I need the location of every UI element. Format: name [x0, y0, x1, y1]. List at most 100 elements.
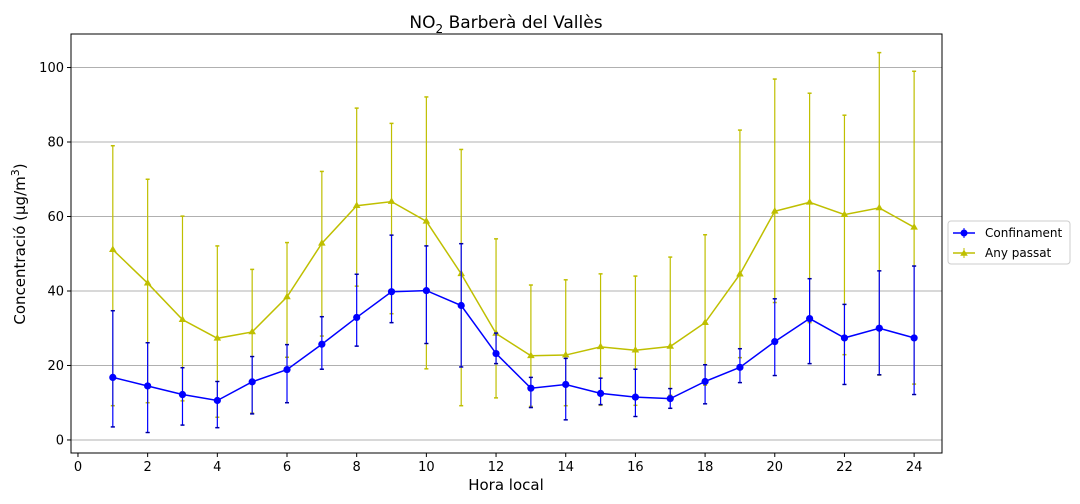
data-point-confinament-9 [387, 288, 396, 296]
data-point-any-passat-16 [631, 346, 640, 353]
errorbar-confinament-1 [110, 309, 115, 428]
errorbar-confinament-6 [285, 343, 290, 404]
data-point-confinament-12 [492, 349, 500, 358]
errorbar-any-passat-8 [354, 107, 359, 287]
data-point-any-passat-24 [910, 223, 918, 230]
errorbar-any-passat-18 [703, 233, 708, 386]
data-point-confinament-20 [771, 338, 779, 346]
legend-item-any-passat: Any passat [953, 246, 1052, 260]
errorbar-confinament-10 [424, 245, 429, 345]
x-tick-label-14: 14 [557, 460, 574, 475]
legend-item-confinament: Confinament [953, 226, 1063, 240]
plot-area-frame [70, 33, 943, 454]
data-point-confinament-1 [109, 373, 117, 381]
data-point-any-passat-1 [109, 245, 117, 252]
data-point-confinament-8 [353, 313, 361, 322]
data-point-any-passat-6 [283, 292, 291, 300]
data-point-any-passat-20 [770, 207, 779, 214]
x-tick-label-6: 6 [283, 460, 291, 475]
errorbar-confinament-24 [912, 265, 917, 396]
errorbar-confinament-16 [633, 368, 638, 418]
data-point-any-passat-2 [143, 278, 152, 286]
x-tick-label-10: 10 [418, 460, 435, 475]
errorbar-any-passat-7 [319, 170, 324, 337]
chart-title: NO2 Barberà del Vallès [409, 13, 602, 36]
data-point-any-passat-5 [248, 327, 256, 335]
data-point-confinament-6 [283, 365, 291, 374]
errorbar-confinament-12 [494, 332, 499, 365]
data-point-any-passat-21 [805, 198, 814, 205]
x-tick-label-18: 18 [697, 460, 714, 475]
data-point-any-passat-15 [596, 342, 605, 350]
y-axis-ticks: 0 20 40 60 80 100 [39, 61, 71, 448]
data-point-confinament-24 [910, 334, 918, 342]
data-point-confinament-2 [144, 382, 152, 390]
x-tick-label-20: 20 [766, 460, 783, 475]
series-layer [109, 51, 918, 434]
data-point-confinament-19 [736, 363, 744, 371]
data-point-confinament-21 [806, 314, 814, 323]
errorbar-any-passat-20 [772, 78, 777, 304]
x-axis-ticks: 0 2 4 6 8 10 12 14 16 18 20 22 24 [74, 453, 923, 475]
data-point-any-passat-23 [875, 203, 884, 211]
legend-marker-confinament [960, 229, 968, 237]
data-point-confinament-22 [840, 334, 849, 342]
y-axis-title: Concentració (µg/m3) [9, 163, 29, 324]
data-point-any-passat-4 [213, 334, 222, 341]
x-tick-label-4: 4 [213, 460, 221, 475]
x-tick-label-2: 2 [144, 460, 152, 475]
data-point-any-passat-17 [666, 342, 675, 349]
errorbar-confinament-23 [877, 270, 882, 376]
x-tick-label-22: 22 [836, 460, 853, 475]
data-point-confinament-16 [631, 393, 640, 401]
grid-lines [71, 67, 942, 441]
x-tick-label-8: 8 [353, 460, 361, 475]
y-tick-label-0: 0 [56, 433, 64, 448]
data-point-confinament-5 [248, 378, 256, 386]
data-point-confinament-18 [701, 377, 709, 386]
legend-marker-any-passat [960, 249, 968, 256]
y-tick-label-60: 60 [47, 210, 64, 225]
errorbar-confinament-8 [354, 273, 359, 347]
data-point-any-passat-7 [318, 239, 326, 246]
errorbar-confinament-13 [528, 376, 533, 409]
errorbar-confinament-4 [215, 380, 220, 429]
data-point-confinament-23 [875, 324, 883, 332]
data-point-any-passat-10 [422, 217, 431, 224]
errorbar-any-passat-17 [668, 256, 673, 397]
data-point-any-passat-19 [736, 270, 744, 277]
x-axis-title: Hora local [468, 476, 544, 494]
y-tick-label-100: 100 [39, 61, 64, 76]
x-tick-label-0: 0 [74, 460, 82, 475]
x-tick-label-16: 16 [627, 460, 644, 475]
y-tick-label-20: 20 [47, 359, 64, 374]
data-point-confinament-4 [213, 396, 221, 405]
errorbar-any-passat-6 [285, 241, 290, 359]
data-point-confinament-3 [178, 390, 187, 399]
legend-box [947, 220, 1071, 265]
legend-label-any-passat: Any passat [985, 246, 1052, 260]
x-tick-label-24: 24 [906, 460, 923, 475]
data-point-any-passat-9 [387, 197, 396, 204]
series-line-any-passat [112, 200, 915, 357]
data-point-any-passat-13 [527, 351, 535, 359]
data-point-confinament-14 [562, 380, 570, 389]
errorbar-confinament-20 [772, 298, 777, 377]
data-point-any-passat-22 [840, 210, 849, 217]
y-tick-label-40: 40 [47, 284, 64, 299]
x-tick-label-12: 12 [488, 460, 505, 475]
data-point-any-passat-8 [352, 201, 361, 209]
data-point-any-passat-14 [561, 350, 570, 358]
errorbar-confinament-9 [389, 234, 394, 324]
series-line-confinament [112, 289, 915, 402]
data-point-confinament-13 [527, 384, 535, 392]
data-point-confinament-11 [457, 301, 465, 310]
data-point-confinament-15 [596, 389, 605, 398]
data-point-confinament-10 [422, 287, 430, 295]
y-tick-label-80: 80 [47, 136, 64, 151]
legend: Confinament Any passat [947, 220, 1071, 265]
data-point-any-passat-18 [701, 318, 709, 325]
data-point-any-passat-3 [178, 315, 187, 322]
